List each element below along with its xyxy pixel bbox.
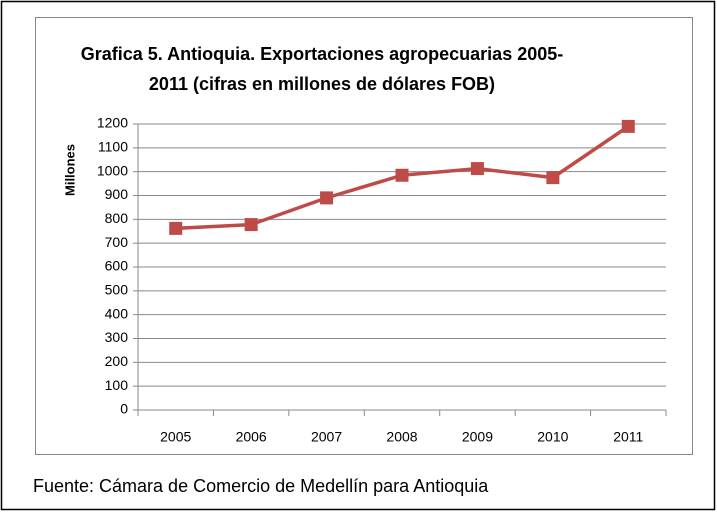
y-axis-label: Millones bbox=[62, 144, 77, 196]
data-marker bbox=[169, 221, 183, 235]
y-tick-label: 500 bbox=[105, 282, 129, 298]
y-tick-label: 400 bbox=[105, 305, 129, 321]
y-tick-label: 100 bbox=[105, 377, 129, 393]
y-tick-label: 0 bbox=[120, 401, 128, 417]
x-tick-label: 2009 bbox=[462, 429, 493, 445]
chart-title: Grafica 5. Antioquia. Exportaciones agro… bbox=[81, 44, 564, 64]
y-tick-label: 900 bbox=[105, 186, 129, 202]
data-marker bbox=[244, 218, 258, 232]
data-marker bbox=[621, 119, 635, 133]
data-marker bbox=[546, 171, 560, 185]
y-tick-label: 1100 bbox=[98, 139, 128, 155]
x-tick-label: 2008 bbox=[386, 429, 417, 445]
y-tick-label: 300 bbox=[105, 329, 129, 345]
x-tick-label: 2011 bbox=[613, 429, 643, 445]
y-tick-label: 200 bbox=[105, 353, 129, 369]
y-tick-label: 700 bbox=[105, 234, 129, 250]
x-tick-label: 2010 bbox=[537, 429, 568, 445]
data-marker bbox=[320, 191, 334, 205]
source-note: Fuente: Cámara de Comercio de Medellín p… bbox=[33, 476, 489, 496]
y-tick-label: 600 bbox=[105, 258, 129, 274]
y-tick-label: 1000 bbox=[97, 162, 128, 178]
y-tick-label: 1200 bbox=[97, 115, 128, 131]
x-tick-label: 2005 bbox=[160, 429, 191, 445]
y-tick-label: 800 bbox=[105, 210, 129, 226]
x-tick-label: 2006 bbox=[236, 429, 267, 445]
data-marker bbox=[470, 162, 484, 176]
chart-frame bbox=[35, 17, 693, 455]
x-tick-label: 2007 bbox=[311, 429, 342, 445]
data-marker bbox=[395, 168, 409, 182]
chart-title: 2011 (cifras en millones de dólares FOB) bbox=[149, 74, 495, 94]
